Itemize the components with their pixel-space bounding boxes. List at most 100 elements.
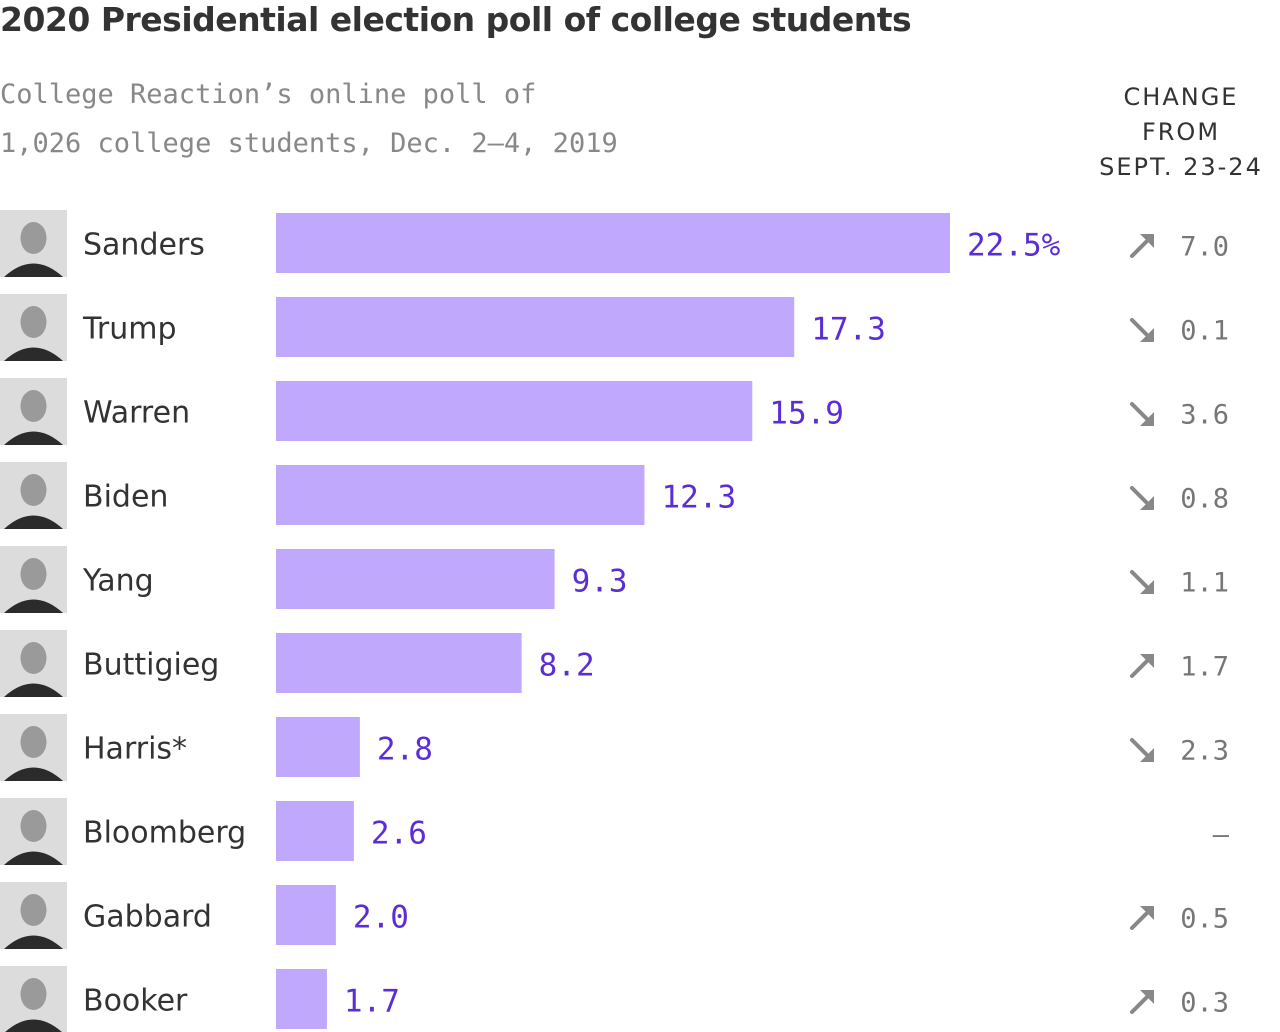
candidate-name: Bloomberg — [83, 816, 246, 851]
bar — [276, 633, 522, 693]
portrait-face — [20, 390, 47, 422]
candidate-name: Gabbard — [83, 900, 212, 935]
portrait-shoulders — [4, 935, 63, 949]
value-label: 22.5% — [967, 228, 1061, 264]
bar — [276, 549, 555, 609]
arrow-up-icon — [1130, 990, 1154, 1014]
candidate-name: Harris* — [83, 732, 187, 767]
change-header-line-3: SEPT. 23-24 — [1099, 153, 1263, 181]
change-value: 3.6 — [1180, 400, 1229, 431]
portrait-face — [20, 894, 47, 926]
subtitle-line-2: 1,026 college students, Dec. 2–4, 2019 — [0, 128, 618, 159]
portrait-face — [20, 222, 47, 254]
arrow-shaft — [1130, 318, 1150, 338]
candidate-name: Warren — [83, 396, 190, 431]
arrow-down-icon — [1130, 738, 1154, 762]
candidate-portrait — [0, 378, 67, 445]
bar — [276, 213, 950, 273]
change-value: 0.3 — [1180, 988, 1229, 1019]
change-value: 0.8 — [1180, 484, 1229, 515]
candidate-portrait — [0, 714, 67, 781]
arrow-down-icon — [1130, 570, 1154, 594]
candidate-name: Buttigieg — [83, 648, 219, 683]
portrait-shoulders — [4, 263, 63, 277]
arrow-shaft — [1130, 486, 1150, 506]
bar — [276, 717, 360, 777]
change-value: 1.1 — [1180, 568, 1229, 599]
portrait-shoulders — [4, 851, 63, 865]
arrow-up-icon — [1130, 234, 1154, 258]
portrait-shoulders — [5, 1019, 62, 1032]
arrow-head — [1140, 748, 1154, 762]
arrow-down-icon — [1130, 318, 1154, 342]
bar — [276, 381, 753, 441]
value-label: 15.9 — [769, 396, 844, 432]
candidate-portrait — [0, 462, 67, 529]
arrow-head — [1140, 496, 1154, 510]
change-column-header: CHANGE FROM SEPT. 23-24 — [1086, 80, 1276, 185]
bar — [276, 969, 327, 1029]
arrow-head — [1140, 906, 1154, 920]
chart-subtitle: College Reaction’s online poll of 1,026 … — [0, 70, 760, 168]
value-label: 17.3 — [811, 312, 886, 348]
value-label: 8.2 — [539, 648, 595, 684]
candidate-portrait — [0, 966, 67, 1032]
portrait-shoulders — [4, 347, 63, 361]
bar-row: Biden 12.3 0.8 — [0, 462, 1229, 529]
bar-row: Yang 9.3 1.1 — [0, 546, 1229, 613]
portrait-shoulders — [4, 431, 63, 445]
arrow-down-icon — [1130, 402, 1154, 426]
candidate-portrait — [0, 630, 67, 697]
bar — [276, 885, 336, 945]
candidate-name: Yang — [82, 564, 154, 599]
portrait-face — [20, 810, 47, 842]
portrait-face — [20, 726, 47, 758]
arrow-shaft — [1130, 402, 1150, 422]
candidate-name: Booker — [83, 984, 188, 1019]
portrait-shoulders — [4, 599, 63, 613]
arrow-shaft — [1130, 738, 1150, 758]
value-label: 12.3 — [661, 480, 736, 516]
bar-row: Booker 1.7 0.3 — [0, 966, 1229, 1032]
portrait-face — [20, 306, 47, 338]
change-value: – — [1213, 820, 1230, 851]
change-value: 7.0 — [1180, 232, 1229, 263]
arrow-shaft — [1130, 238, 1150, 258]
portrait-shoulders — [4, 515, 63, 529]
bar-row: Warren 15.9 3.6 — [0, 378, 1229, 445]
arrow-head — [1140, 234, 1154, 248]
bar — [276, 801, 354, 861]
candidate-name: Sanders — [83, 228, 205, 263]
bar-row: Harris* 2.8 2.3 — [0, 714, 1229, 781]
candidate-name: Biden — [83, 480, 168, 515]
change-value: 0.1 — [1180, 316, 1229, 347]
portrait-face — [20, 642, 47, 674]
bar-row: Bloomberg 2.6 – — [0, 798, 1230, 865]
chart-title: 2020 Presidential election poll of colle… — [0, 0, 912, 39]
bar-chart: Sanders 22.5% 7.0 Trump 17.3 0.1 Warren 15.9 3.6… — [0, 210, 1230, 1032]
bar-row: Buttigieg 8.2 1.7 — [0, 630, 1229, 697]
arrow-head — [1140, 328, 1154, 342]
value-label: 1.7 — [344, 984, 400, 1020]
portrait-face — [20, 558, 47, 590]
arrow-head — [1140, 580, 1154, 594]
candidate-portrait — [0, 546, 67, 613]
portrait-shoulders — [4, 767, 63, 781]
arrow-shaft — [1130, 910, 1150, 930]
bar — [276, 297, 795, 357]
candidate-name: Trump — [82, 312, 177, 347]
arrow-shaft — [1130, 570, 1150, 590]
arrow-head — [1140, 412, 1154, 426]
change-header-line-2: FROM — [1141, 118, 1221, 146]
value-label: 2.8 — [377, 732, 433, 768]
bar-row: Trump 17.3 0.1 — [0, 294, 1229, 361]
arrow-head — [1140, 990, 1154, 1004]
candidate-portrait — [0, 798, 67, 865]
change-value: 1.7 — [1180, 652, 1229, 683]
arrow-shaft — [1130, 994, 1150, 1014]
arrow-up-icon — [1130, 906, 1154, 930]
portrait-shoulders — [4, 683, 63, 697]
value-label: 2.0 — [353, 900, 409, 936]
arrow-down-icon — [1130, 486, 1154, 510]
portrait-face — [20, 474, 47, 506]
